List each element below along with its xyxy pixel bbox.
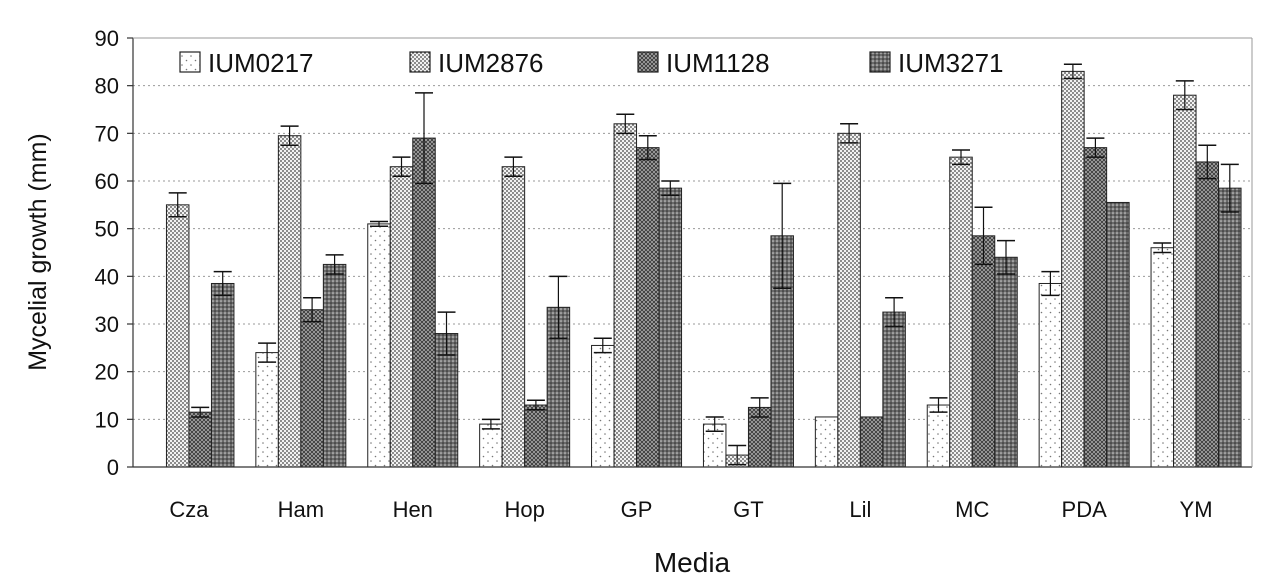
- y-tick-label: 70: [95, 121, 119, 146]
- bar: [367, 223, 391, 468]
- legend-label: IUM1128: [666, 48, 770, 78]
- x-tick-label: Cza: [169, 497, 209, 522]
- bar: [882, 311, 906, 468]
- bar: [658, 187, 683, 468]
- x-tick-label: Lil: [849, 497, 871, 522]
- legend-swatch: [637, 51, 659, 73]
- x-tick-label: MC: [955, 497, 989, 522]
- bar: [1150, 247, 1175, 468]
- bar: [255, 352, 279, 468]
- legend: IUM0217 IUM2876 IUM1128 IUM3271: [179, 48, 1004, 78]
- bar: [277, 135, 302, 468]
- legend-label: IUM0217: [208, 48, 314, 78]
- bar: [479, 423, 503, 468]
- bar: [389, 166, 414, 468]
- x-axis-title: Media: [654, 547, 731, 578]
- bar: [165, 204, 190, 468]
- bar: [300, 309, 324, 468]
- y-axis-title: Mycelial growth (mm): [24, 133, 52, 371]
- bar: [524, 404, 548, 468]
- y-tick-label: 60: [95, 169, 119, 194]
- x-tick-labels: Cza Ham Hen Hop GP GT Lil MC PDA YM: [169, 497, 1212, 522]
- bar: [949, 156, 973, 468]
- y-tick-label: 0: [107, 455, 119, 480]
- bar: [971, 235, 996, 468]
- bar: [188, 411, 212, 468]
- x-tick-label: Hen: [393, 497, 433, 522]
- bars-group: [165, 63, 1242, 468]
- legend-label: IUM3271: [898, 48, 1004, 78]
- x-tick-label: YM: [1180, 497, 1213, 522]
- bar: [591, 344, 615, 468]
- bar: [322, 263, 347, 468]
- y-tick-label: 30: [95, 312, 119, 337]
- bar: [994, 256, 1018, 468]
- bar: [859, 416, 884, 468]
- y-tick-label: 50: [95, 217, 119, 242]
- bar: [210, 282, 235, 468]
- bar: [1195, 161, 1220, 468]
- bar: [412, 137, 436, 468]
- x-tick-label: Ham: [278, 497, 324, 522]
- bar: [1218, 187, 1242, 468]
- x-tick-label: Hop: [504, 497, 544, 522]
- bar: [1038, 282, 1063, 468]
- bar: [636, 147, 660, 468]
- y-tick-label: 10: [95, 407, 119, 432]
- bar: [926, 404, 951, 468]
- bar: [1083, 147, 1108, 468]
- bar: [501, 166, 526, 468]
- bar: [837, 132, 861, 468]
- y-tick-label: 40: [95, 264, 119, 289]
- y-tick-label: 90: [95, 26, 119, 51]
- bar: [1173, 94, 1197, 468]
- y-tick-labels: 0 10 20 30 40 50 60 70 80 90: [95, 26, 133, 480]
- legend-swatch: [409, 51, 431, 73]
- y-tick-label: 80: [95, 74, 119, 99]
- bar: [1106, 201, 1130, 468]
- legend-swatch: [869, 51, 891, 73]
- legend-swatch: [179, 51, 201, 73]
- bar: [814, 416, 839, 468]
- x-tick-label: GT: [733, 497, 764, 522]
- x-tick-label: GP: [621, 497, 653, 522]
- x-tick-label: PDA: [1062, 497, 1108, 522]
- bar: [613, 123, 638, 468]
- legend-label: IUM2876: [438, 48, 544, 78]
- axes: [132, 37, 1253, 468]
- bar: [1061, 70, 1085, 468]
- y-tick-label: 20: [95, 360, 119, 385]
